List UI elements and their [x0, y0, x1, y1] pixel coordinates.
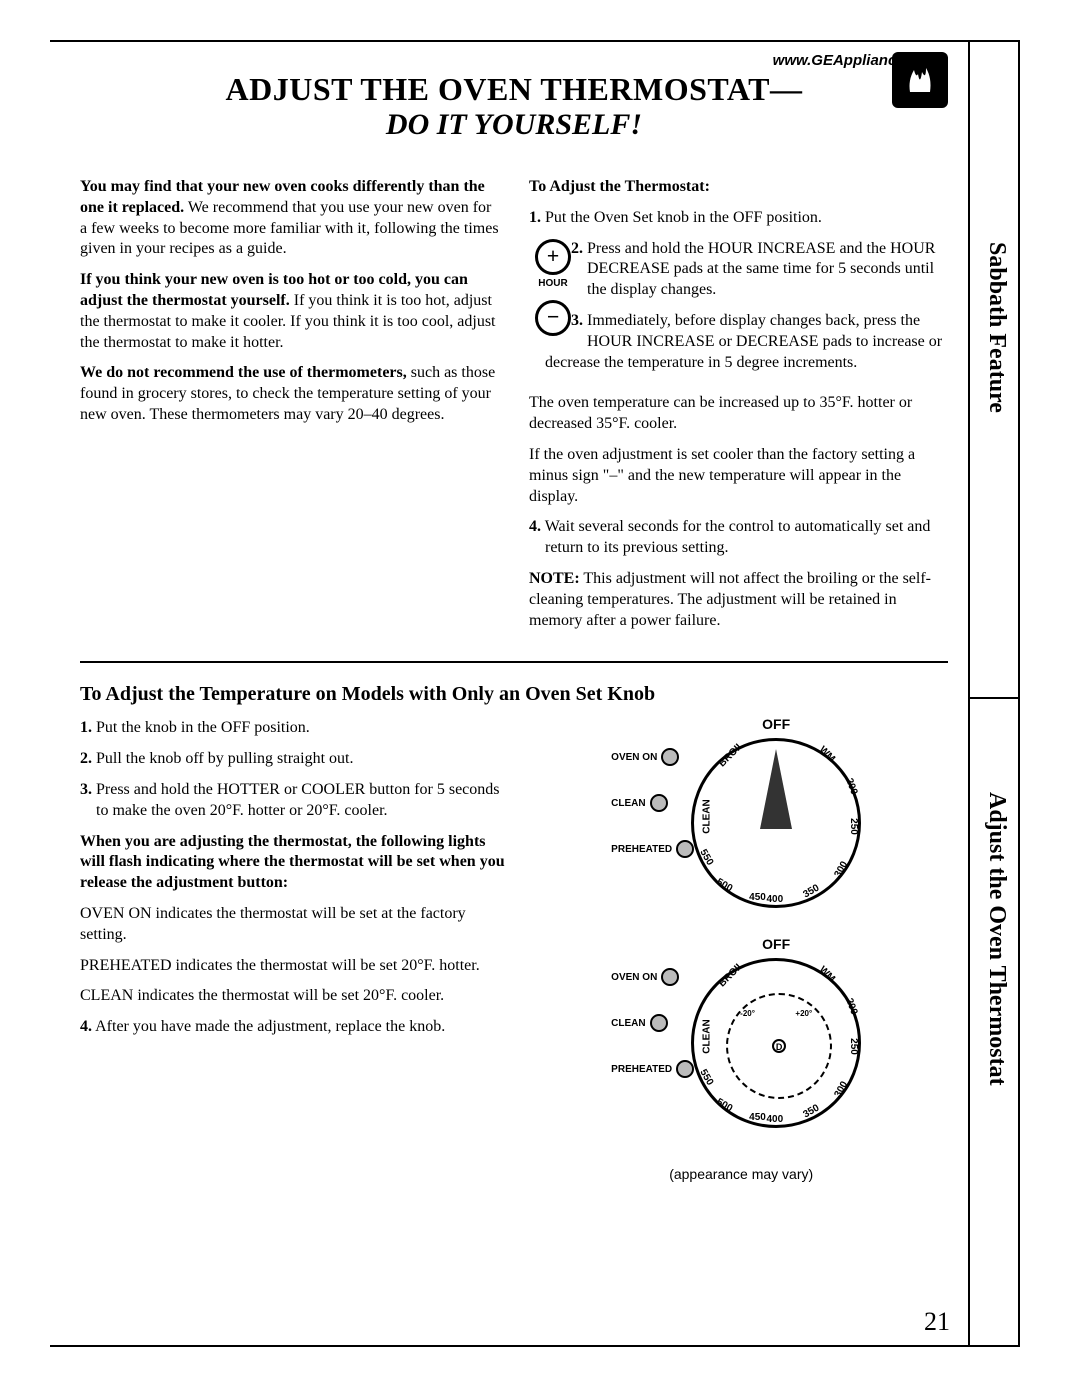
minus20: -20°	[740, 1009, 755, 1018]
wm-label-2: WM	[817, 965, 837, 985]
lower-left-column: 1. Put the knob in the OFF position. 2. …	[80, 718, 514, 1182]
lower-section: 1. Put the knob in the OFF position. 2. …	[80, 718, 948, 1182]
clean-dial: CLEAN	[702, 800, 713, 834]
dot-icon	[650, 794, 668, 812]
hour-increase-icon: +	[535, 239, 571, 275]
appearance-caption: (appearance may vary)	[669, 1166, 813, 1182]
n250-2: 250	[848, 1039, 859, 1056]
sidebar-divider	[970, 697, 1018, 699]
knob-section-title: To Adjust the Temperature on Models with…	[80, 683, 948, 706]
n250: 250	[848, 819, 859, 836]
clean-label: CLEAN	[611, 798, 645, 809]
clean-label-2: CLEAN	[611, 1018, 645, 1029]
minus-sign-note: If the oven adjustment is set cooler tha…	[529, 445, 948, 507]
sidebar-label-sabbath: Sabbath Feature	[983, 242, 1010, 413]
indicator-lights-2: OVEN ON CLEAN PREHEATED	[611, 968, 694, 1106]
sidebar-label-adjust: Adjust the Oven Thermostat	[983, 792, 1010, 1086]
oven-on-label-2: OVEN ON	[611, 972, 657, 983]
step-2: 2. Press and hold the HOUR INCREASE and …	[529, 239, 948, 301]
dial-diagram-1: OFF OVEN ON CLEAN PREHEATED BROIL WM 200…	[611, 718, 871, 918]
n450: 450	[749, 892, 766, 903]
n500: 500	[715, 877, 735, 895]
url-text: www.GEAppliances.com	[80, 52, 948, 69]
subtitle: DO IT YOURSELF!	[80, 108, 948, 142]
n300: 300	[833, 860, 851, 880]
knob-step-2: 2. Pull the knob off by pulling straight…	[80, 749, 514, 770]
n550-2: 550	[698, 1068, 716, 1088]
flame-icon	[892, 52, 948, 108]
temp-range: The oven temperature can be increased up…	[529, 393, 948, 435]
n400-2: 400	[766, 1114, 783, 1125]
dot-icon	[650, 1014, 668, 1032]
n350-2: 350	[802, 1103, 822, 1121]
dot-icon	[661, 968, 679, 986]
note-text: This adjustment will not affect the broi…	[529, 570, 931, 629]
oven-on-desc: OVEN ON indicates the thermostat will be…	[80, 904, 514, 946]
n200-2: 200	[844, 997, 860, 1016]
clean-desc: CLEAN indicates the thermostat will be s…	[80, 986, 514, 1007]
step-3: 3. Immediately, before display changes b…	[529, 311, 948, 373]
content-area: www.GEAppliances.com ADJUST THE OVEN THE…	[50, 42, 1018, 1182]
lower-right-column: OFF OVEN ON CLEAN PREHEATED BROIL WM 200…	[534, 718, 948, 1182]
n200: 200	[844, 777, 860, 796]
right-column: To Adjust the Thermostat: 1. 1. Put the …	[529, 177, 948, 641]
clean-dial-2: CLEAN	[702, 1020, 713, 1054]
n350: 350	[802, 883, 822, 901]
broil-label: BROIL	[717, 740, 747, 770]
knob-step-1: 1. Put the knob in the OFF position.	[80, 718, 514, 739]
page-frame: Sabbath Feature Adjust the Oven Thermost…	[50, 40, 1020, 1347]
broil-label-2: BROIL	[717, 960, 747, 990]
preheated-desc: PREHEATED indicates the thermostat will …	[80, 956, 514, 977]
dial-circle-2: -20° +20° D BROIL WM 200 250 300 350 400…	[691, 958, 861, 1128]
dial-off-label: OFF	[762, 716, 790, 732]
note-bold: NOTE:	[529, 570, 580, 587]
preheated-label-2: PREHEATED	[611, 1064, 672, 1075]
dot-icon	[661, 748, 679, 766]
p3-bold: We do not recommend the use of thermomet…	[80, 364, 407, 381]
indicator-lights-1: OVEN ON CLEAN PREHEATED	[611, 748, 694, 886]
divider	[80, 661, 948, 663]
dial-off-label-2: OFF	[762, 936, 790, 952]
oven-on-label: OVEN ON	[611, 752, 657, 763]
left-column: You may find that your new oven cooks di…	[80, 177, 499, 641]
n400: 400	[766, 894, 783, 905]
vertical-divider	[968, 42, 970, 1345]
two-column-section: You may find that your new oven cooks di…	[80, 177, 948, 641]
main-title: ADJUST THE OVEN THERMOSTAT—	[80, 71, 948, 108]
page-number: 21	[924, 1307, 950, 1337]
n550: 550	[698, 848, 716, 868]
knob-step-3: 3. Press and hold the HOTTER or COOLER b…	[80, 780, 514, 822]
step-1: 1. 1. Put the Oven Set knob in the OFF p…	[529, 208, 948, 229]
wm-label: WM	[817, 745, 837, 765]
plus20: +20°	[795, 1009, 812, 1018]
dot-icon	[676, 1060, 694, 1078]
preheated-label: PREHEATED	[611, 844, 672, 855]
dot-icon	[676, 840, 694, 858]
dial-pointer-icon	[760, 749, 792, 829]
lights-flash-text: When you are adjusting the thermostat, t…	[80, 832, 514, 894]
adjust-heading: To Adjust the Thermostat:	[529, 177, 948, 198]
hour-decrease-icon: −	[535, 300, 571, 336]
hour-label: HOUR	[529, 277, 577, 290]
n300-2: 300	[833, 1080, 851, 1100]
dial-diagram-2: OFF OVEN ON CLEAN PREHEATED -20° +20° D …	[611, 938, 871, 1138]
hour-pad-block: + HOUR − 2. Press and hold the HOUR INCR…	[529, 239, 948, 384]
hour-pad-icon: + HOUR −	[529, 239, 577, 338]
knob-step-4: 4. After you have made the adjustment, r…	[80, 1017, 514, 1038]
n500-2: 500	[715, 1097, 735, 1115]
step-4: 4. Wait several seconds for the control …	[529, 517, 948, 559]
dial-circle: BROIL WM 200 250 300 350 400 450 500 550…	[691, 738, 861, 908]
n450-2: 450	[749, 1112, 766, 1123]
